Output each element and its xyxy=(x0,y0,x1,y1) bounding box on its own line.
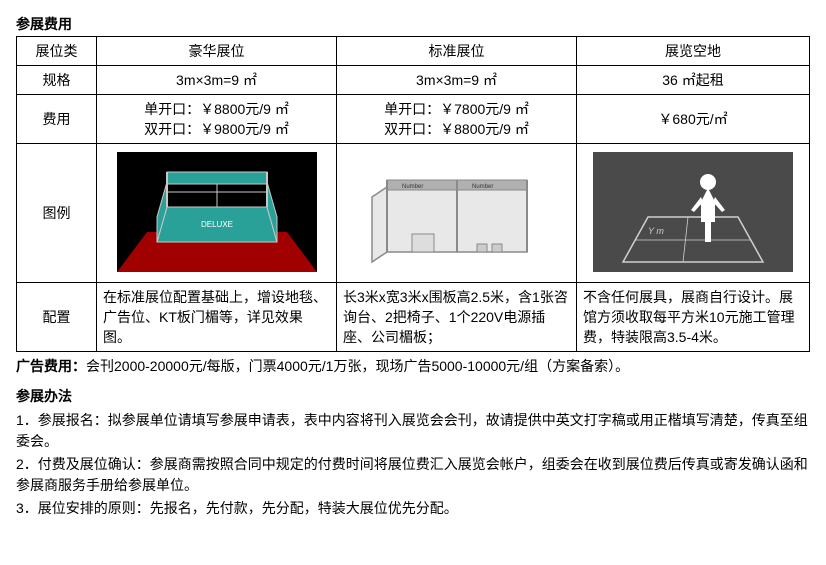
header-standard: 标准展位 xyxy=(337,37,577,66)
ad-fee-line: 广告费用：会刊2000-20000元/每版，门票4000元/1万张，现场广告50… xyxy=(16,356,810,376)
spec-raw: 36 ㎡起租 xyxy=(577,66,810,95)
fee-standard: 单开口：￥7800元/9 ㎡ 双开口：￥8800元/9 ㎡ xyxy=(337,95,577,144)
header-deluxe: 豪华展位 xyxy=(97,37,337,66)
ad-fee-text: 会刊2000-20000元/每版，门票4000元/1万张，现场广告5000-10… xyxy=(86,358,629,374)
fee-raw: ￥680元/㎡ xyxy=(577,95,810,144)
fee-deluxe-l1: 单开口：￥8800元/9 ㎡ xyxy=(103,99,330,119)
row-spec-label: 规格 xyxy=(17,66,97,95)
svg-text:Number: Number xyxy=(472,184,493,190)
method-section-title: 参展办法 xyxy=(16,386,810,406)
spec-deluxe: 3m×3m=9 ㎡ xyxy=(97,66,337,95)
method-list: 1．参展报名：拟参展单位请填写参展申请表，表中内容将刊入展览会会刊，故请提供中英… xyxy=(16,410,810,519)
svg-text:Y m: Y m xyxy=(648,226,664,236)
fee-table: 展位类 豪华展位 标准展位 展览空地 规格 3m×3m=9 ㎡ 3m×3m=9 … xyxy=(16,36,810,352)
svg-text:DELUXE: DELUXE xyxy=(200,220,232,229)
method-1: 1．参展报名：拟参展单位请填写参展申请表，表中内容将刊入展览会会刊，故请提供中英… xyxy=(16,410,810,452)
config-standard: 长3米x宽3米x围板高2.5米，含1张咨询台、2把椅子、1个220V电源插座、公… xyxy=(337,283,577,352)
fee-standard-l2: 双开口：￥8800元/9 ㎡ xyxy=(343,119,570,139)
fee-section-title: 参展费用 xyxy=(16,14,810,34)
method-2: 2．付费及展位确认：参展商需按照合同中规定的付费时间将展位费汇入展览会帐户，组委… xyxy=(16,454,810,496)
row-config-label: 配置 xyxy=(17,283,97,352)
config-deluxe: 在标准展位配置基础上，增设地毯、广告位、KT板门楣等，详见效果图。 xyxy=(97,283,337,352)
header-raw: 展览空地 xyxy=(577,37,810,66)
fee-deluxe: 单开口：￥8800元/9 ㎡ 双开口：￥9800元/9 ㎡ xyxy=(97,95,337,144)
illus-raw: Y m xyxy=(577,144,810,283)
method-3: 3．展位安排的原则：先报名，先付款，先分配，特装大展位优先分配。 xyxy=(16,498,810,519)
header-booth-type: 展位类 xyxy=(17,37,97,66)
spec-standard: 3m×3m=9 ㎡ xyxy=(337,66,577,95)
fee-standard-l1: 单开口：￥7800元/9 ㎡ xyxy=(343,99,570,119)
row-fee-label: 费用 xyxy=(17,95,97,144)
fee-deluxe-l2: 双开口：￥9800元/9 ㎡ xyxy=(103,119,330,139)
ad-fee-label: 广告费用： xyxy=(16,358,86,374)
illus-standard: Number Number xyxy=(337,144,577,283)
row-illus-label: 图例 xyxy=(17,144,97,283)
illus-deluxe: DELUXE xyxy=(97,144,337,283)
config-raw: 不含任何展具，展商自行设计。展馆方须收取每平方米10元施工管理费，特装限高3.5… xyxy=(577,283,810,352)
svg-text:Number: Number xyxy=(402,184,423,190)
